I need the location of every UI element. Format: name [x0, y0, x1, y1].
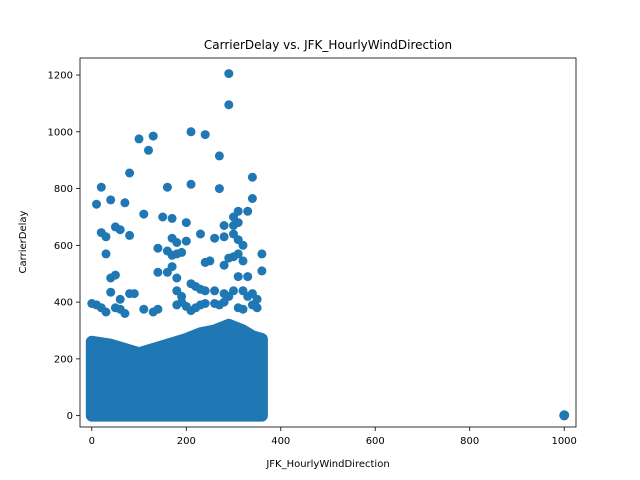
y-tick-label: 600 [54, 241, 73, 252]
data-point [186, 179, 196, 189]
x-tick-label: 200 [177, 436, 196, 447]
data-point [257, 249, 267, 259]
data-point [219, 297, 229, 307]
data-point [153, 243, 163, 253]
dense-point-region [85, 318, 268, 422]
data-point [125, 230, 135, 240]
data-point [200, 299, 210, 308]
data-point [210, 233, 220, 243]
y-tick-label: 0 [67, 411, 73, 422]
data-point [167, 262, 177, 272]
x-tick-label: 600 [366, 436, 385, 447]
data-point [200, 130, 210, 140]
data-point [233, 272, 243, 282]
data-point [233, 218, 243, 228]
data-point [134, 134, 144, 144]
y-tick-label: 1000 [48, 127, 73, 138]
data-point [219, 221, 229, 230]
data-point [219, 232, 229, 242]
data-point [196, 229, 205, 239]
y-axis: 0 200 400 600 800 1000 1200 [48, 71, 80, 422]
y-tick-label: 1200 [48, 71, 73, 82]
data-point [96, 182, 106, 192]
data-point [115, 225, 125, 235]
y-tick-label: 400 [54, 298, 73, 309]
data-point [172, 273, 182, 283]
data-point [214, 151, 224, 161]
y-tick-label: 800 [54, 184, 73, 195]
data-point [243, 272, 253, 282]
data-point [243, 206, 253, 216]
data-point [101, 232, 111, 242]
data-point [120, 198, 130, 208]
data-point [139, 304, 149, 314]
x-axis: 0 200 400 600 800 1000 [89, 427, 577, 447]
data-point [110, 270, 120, 280]
data-point [153, 267, 163, 277]
data-point [148, 131, 158, 141]
x-axis-title: JFK_HourlyWindDirection [265, 459, 389, 470]
x-tick-label: 400 [271, 436, 290, 447]
x-tick-label: 0 [89, 436, 95, 447]
data-point [233, 206, 243, 216]
data-point [162, 182, 172, 192]
data-point [224, 69, 234, 79]
data-point [200, 257, 210, 267]
plot-area-frame [79, 57, 577, 428]
data-point [139, 209, 149, 219]
data-point [115, 294, 125, 304]
data-point [238, 256, 248, 266]
data-point [158, 212, 168, 222]
data-points [87, 69, 570, 421]
data-point [181, 218, 191, 228]
data-point [186, 127, 196, 137]
chart-title: CarrierDelay vs. JFK_HourlyWindDirection [204, 38, 452, 52]
data-point [233, 249, 243, 259]
data-point [229, 286, 238, 296]
data-point [219, 260, 229, 270]
x-tick-label: 800 [460, 436, 479, 447]
data-point [257, 266, 267, 276]
data-point [559, 411, 569, 421]
data-point [101, 307, 111, 317]
data-point [200, 286, 210, 296]
y-axis-title: CarrierDelay [18, 210, 29, 273]
data-point [172, 238, 182, 247]
data-point [181, 236, 191, 246]
data-point [238, 304, 248, 314]
dense-point-cloud [85, 318, 268, 422]
data-point [167, 213, 177, 223]
data-point [101, 249, 111, 259]
data-point [120, 309, 130, 318]
data-point [247, 194, 257, 203]
data-point [247, 172, 257, 182]
data-point [153, 304, 163, 314]
data-point [125, 168, 135, 178]
x-tick-label: 1000 [551, 436, 576, 447]
data-point [177, 247, 187, 257]
data-point [252, 303, 262, 313]
data-point [238, 240, 248, 250]
data-point [129, 289, 139, 299]
data-point [224, 100, 234, 110]
data-point [106, 287, 116, 297]
data-point [106, 195, 116, 205]
y-tick-label: 200 [54, 354, 73, 365]
data-point [214, 184, 224, 194]
data-point [210, 286, 220, 296]
data-point [92, 199, 101, 209]
data-point [144, 145, 153, 155]
